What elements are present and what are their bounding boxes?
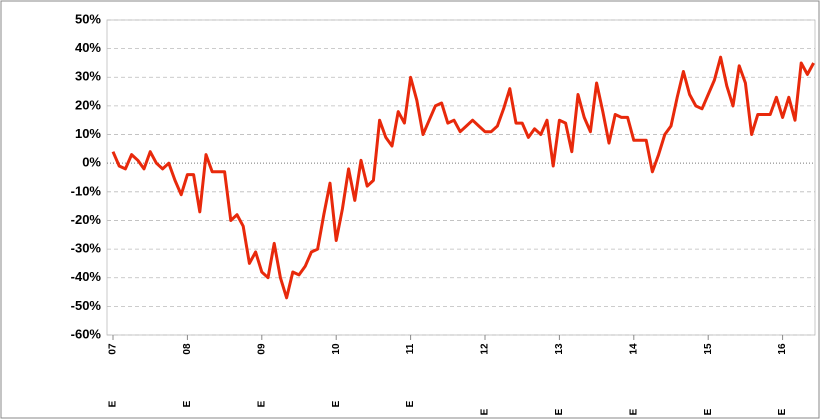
y-tick-label: 20% [75, 97, 101, 112]
x-tick-label: 10 [331, 343, 342, 355]
y-tick-label: -20% [71, 212, 102, 227]
x-tick-note: E [108, 400, 119, 407]
x-tick-label: 09 [256, 343, 267, 355]
plot-border [106, 19, 816, 336]
y-tick-label: 50% [75, 11, 101, 26]
y-tick-label: 30% [75, 69, 101, 84]
y-tick-label: 0% [82, 155, 101, 170]
y-tick-label: -40% [71, 269, 102, 284]
x-tick-note: E [703, 408, 714, 415]
y-tick-label: 10% [75, 126, 101, 141]
y-tick-label: -50% [71, 298, 102, 313]
x-tick-label: 16 [777, 343, 788, 355]
x-tick-note: E [554, 408, 565, 415]
x-tick-label: 07 [108, 343, 119, 355]
x-tick-note: E [777, 408, 788, 415]
x-tick-label: 08 [182, 343, 193, 355]
series-line [111, 55, 815, 300]
y-tick-label: -10% [71, 183, 102, 198]
x-tick-label: 13 [554, 343, 565, 355]
x-tick-note: E [480, 408, 491, 415]
x-tick-label: 11 [405, 343, 416, 354]
x-tick-note: E [256, 400, 267, 407]
x-tick-note: E [405, 400, 416, 407]
x-tick-label: 15 [703, 343, 714, 355]
x-tick-note: E [628, 408, 639, 415]
y-tick-label: -30% [71, 241, 102, 256]
x-tick-note: E [182, 400, 193, 407]
y-tick-label: -60% [71, 326, 102, 341]
x-tick-note: E [331, 400, 342, 407]
x-tick-label: 12 [480, 343, 491, 355]
x-tick-label: 14 [628, 343, 639, 355]
y-tick-label: 40% [75, 40, 101, 55]
